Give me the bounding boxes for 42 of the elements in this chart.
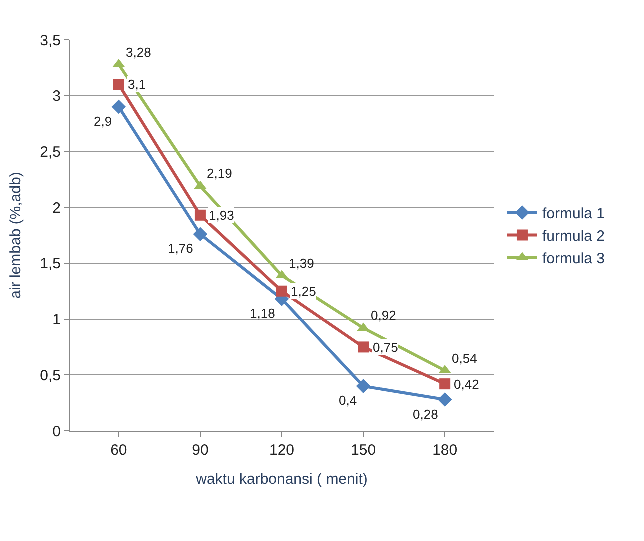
- point: [356, 379, 371, 394]
- data-label: 0,75: [373, 340, 398, 355]
- legend-label: furmula 2: [542, 228, 606, 246]
- data-label: 3,1: [128, 77, 146, 92]
- data-label: 3,28: [126, 45, 152, 60]
- point: [358, 342, 370, 353]
- y-tick-label: 0,5: [40, 367, 61, 384]
- data-label: 1,39: [289, 256, 314, 271]
- y-tick-label: 3: [52, 88, 61, 106]
- data-label: 0,54: [452, 351, 478, 366]
- point: [193, 227, 208, 242]
- y-axis-title: air lembab (%,adb): [7, 172, 24, 299]
- point: [112, 100, 126, 114]
- y-tick-label: 0: [52, 423, 61, 440]
- data-label: 1,25: [291, 284, 316, 299]
- data-label: 0,42: [454, 377, 480, 392]
- x-tick-label: 60: [110, 442, 128, 459]
- y-tick-label: 3,5: [40, 32, 61, 50]
- x-tick-label: 90: [192, 442, 209, 459]
- y-tick-label: 2,5: [40, 144, 61, 161]
- data-label: 1,76: [168, 241, 194, 256]
- data-label: 0,4: [339, 393, 358, 408]
- point: [194, 210, 206, 221]
- x-axis-title: waktu karbonansi ( menit): [195, 471, 368, 488]
- y-tick-label: 1: [52, 312, 61, 329]
- data-label: 2,19: [207, 166, 232, 181]
- point: [440, 378, 451, 390]
- point: [113, 79, 124, 90]
- y-tick-label: 1,5: [40, 256, 61, 273]
- point: [276, 286, 288, 297]
- data-label: 1,18: [250, 306, 276, 321]
- data-label: 0,28: [413, 407, 438, 422]
- point: [438, 392, 452, 407]
- data-label: 0,92: [371, 308, 396, 323]
- legend-label: formula 1: [542, 206, 606, 223]
- data-label: 1,93: [209, 208, 234, 223]
- y-tick-label: 2: [52, 200, 61, 217]
- x-tick-label: 120: [269, 442, 295, 459]
- legend-label: formula 3: [542, 250, 606, 268]
- data-label: 2,9: [94, 114, 112, 129]
- x-tick-label: 180: [432, 442, 458, 459]
- x-tick-label: 150: [351, 442, 376, 459]
